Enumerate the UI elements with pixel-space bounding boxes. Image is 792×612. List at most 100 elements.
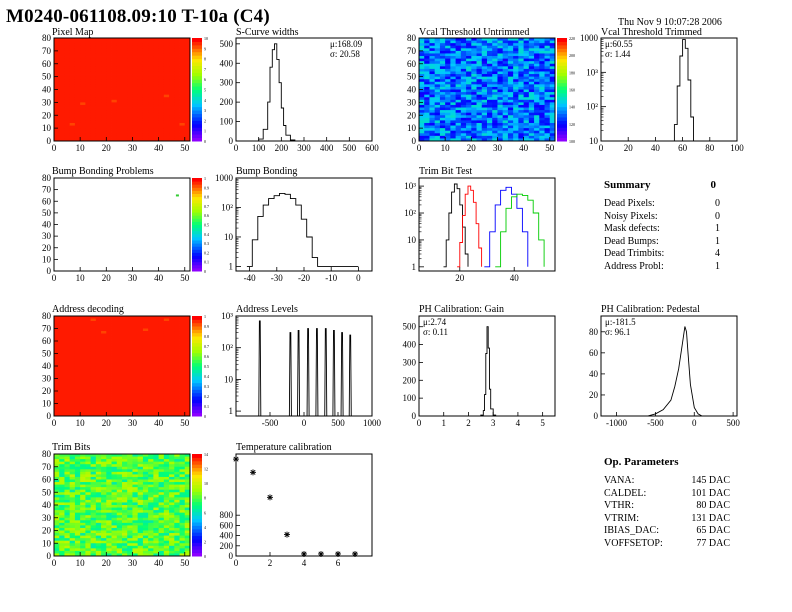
heatmap-cell: [54, 530, 60, 534]
heatmap-cell: [137, 130, 144, 134]
heatmap-cell: [450, 102, 457, 106]
palette-swatch: [557, 44, 567, 49]
heatmap-cell: [502, 107, 509, 111]
heatmap-cell: [184, 408, 191, 412]
heatmap-cell: [179, 456, 186, 460]
heatmap-cell: [74, 50, 81, 54]
heatmap-cell: [534, 115, 540, 119]
heatmap-cell: [429, 92, 436, 96]
heatmap-cell: [95, 316, 102, 319]
heatmap-cell: [85, 328, 92, 332]
heatmap-cell: [174, 474, 180, 478]
heatmap-cell: [184, 53, 191, 57]
heatmap-cell: [64, 76, 71, 80]
heatmap-cell: [513, 79, 519, 83]
heatmap-cell: [106, 459, 112, 463]
y-tick-label: 0: [47, 266, 52, 276]
palette-label: 0: [204, 554, 206, 559]
palette-swatch: [192, 233, 202, 238]
stats-text: μ:-181.5: [605, 317, 636, 327]
heatmap-cell: [153, 50, 160, 54]
heatmap-cell: [179, 125, 186, 129]
palette-swatch: [192, 92, 202, 97]
heatmap-cell: [85, 391, 92, 394]
heatmap-cell: [544, 81, 551, 85]
heatmap-cell: [95, 138, 102, 142]
palette-swatch: [192, 190, 202, 194]
heatmap-cell: [466, 110, 472, 114]
heatmap-cell: [534, 40, 540, 44]
heatmap-cell: [74, 510, 81, 514]
palette-label: 6: [204, 510, 206, 515]
heatmap-cell: [74, 533, 81, 536]
heatmap-cell: [179, 510, 186, 514]
y-tick-label: 30: [42, 513, 52, 523]
palette-swatch: [557, 72, 567, 77]
heatmap-cell: [523, 81, 530, 85]
heatmap-cell: [471, 61, 477, 65]
heatmap-cell: [111, 97, 118, 101]
heatmap-cell: [85, 348, 92, 352]
heatmap-cell: [179, 61, 186, 65]
heatmap-cell: [163, 323, 170, 327]
heatmap-cell: [74, 328, 81, 332]
heatmap-cell: [59, 550, 65, 554]
heatmap-cell: [184, 499, 191, 503]
heatmap-cell: [153, 366, 160, 369]
heatmap-cell: [466, 76, 472, 80]
heatmap-cell: [158, 58, 165, 62]
heatmap-cell: [153, 66, 160, 70]
heatmap-cell: [137, 336, 144, 339]
heatmap-cell: [59, 499, 65, 503]
heatmap-cell: [90, 505, 97, 508]
heatmap-cell: [534, 53, 540, 57]
heatmap-cell: [122, 128, 128, 132]
plot-title: Address decoding: [52, 304, 124, 315]
heatmap-cell: [142, 538, 149, 542]
heatmap-cell: [90, 89, 97, 93]
heatmap-cell: [80, 351, 86, 354]
heatmap-cell: [69, 376, 76, 379]
heatmap-cell: [450, 50, 457, 54]
heatmap-cell: [54, 553, 60, 557]
heatmap-cell: [502, 79, 509, 83]
heatmap-cell: [174, 522, 180, 526]
heatmap-cell: [122, 56, 128, 60]
y-tick-label: 60: [42, 196, 52, 206]
heatmap-cell: [106, 338, 112, 342]
heatmap-cell: [122, 371, 128, 374]
heatmap-cell: [174, 401, 180, 404]
heatmap-cell: [74, 512, 81, 516]
heatmap-cell: [122, 45, 128, 49]
heatmap-cell: [184, 471, 191, 475]
heatmap-cell: [492, 128, 498, 132]
heatmap-cell: [59, 482, 65, 485]
heatmap-cell: [434, 76, 441, 80]
heatmap-cell: [549, 50, 556, 54]
heatmap-cell: [158, 86, 165, 90]
y-tick-label: 400: [220, 531, 234, 541]
y-tick-label: 50: [42, 487, 52, 497]
heatmap-cell: [184, 525, 191, 529]
heatmap-cell: [142, 133, 149, 137]
heatmap-cell: [116, 336, 123, 339]
heatmap-cell: [439, 53, 446, 57]
heatmap-cell: [460, 120, 467, 124]
heatmap-cell: [169, 401, 175, 404]
heatmap-cell: [122, 120, 128, 124]
heatmap-cell: [179, 122, 186, 126]
heatmap-cell: [507, 97, 514, 101]
heatmap-cell: [184, 61, 191, 65]
heatmap-cell: [132, 388, 139, 392]
heatmap-cell: [74, 368, 81, 372]
palette-label: 4: [204, 98, 206, 103]
heatmap-cell: [528, 122, 535, 126]
heatmap-cell: [85, 76, 92, 80]
heatmap-cell: [95, 406, 102, 409]
heatmap-cell: [54, 135, 60, 139]
palette-swatch: [192, 484, 202, 489]
heatmap-cell: [54, 456, 60, 460]
heatmap-cell: [74, 120, 81, 124]
heatmap-cell: [59, 548, 65, 552]
heatmap-cell: [450, 48, 457, 52]
